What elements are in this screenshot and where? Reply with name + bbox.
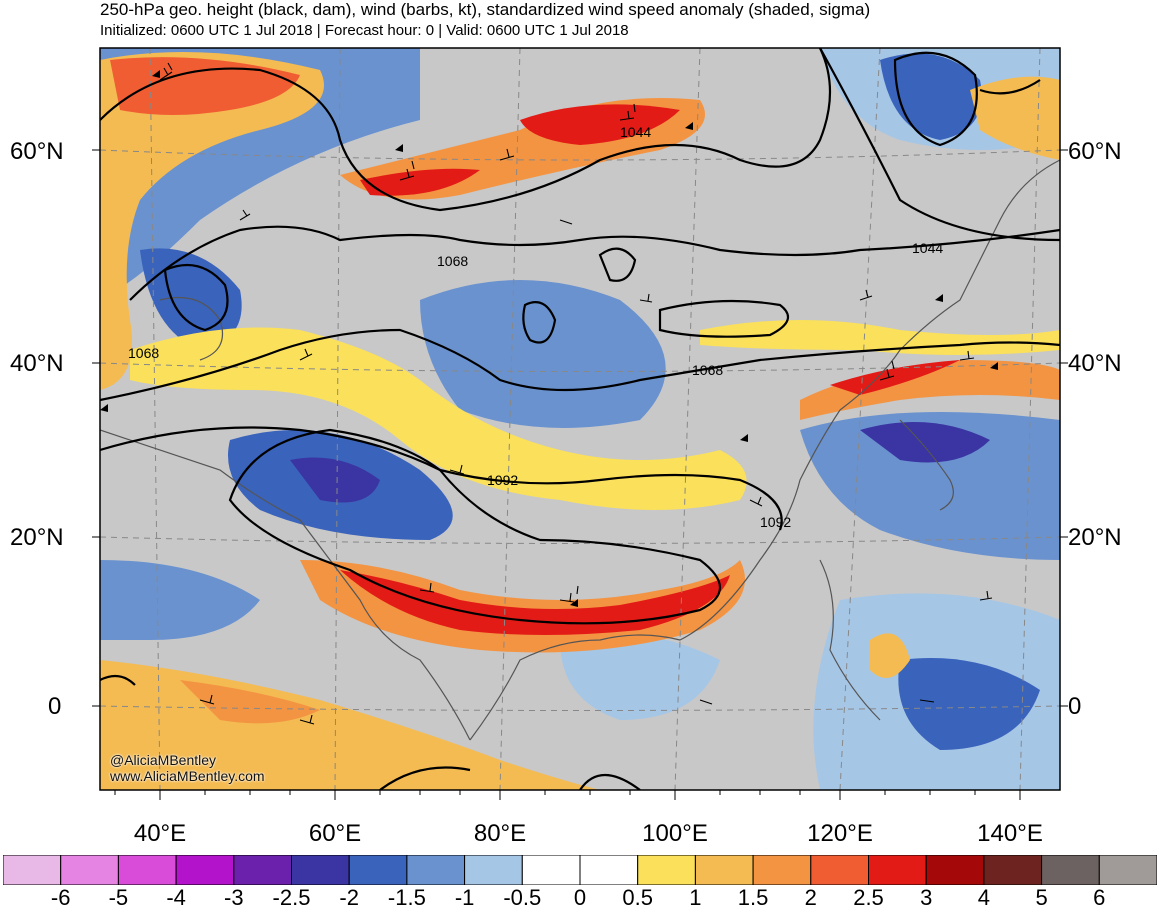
colorbar-label: 6	[1093, 885, 1106, 910]
contour-label: 1068	[692, 362, 724, 378]
colorbar-swatch	[925, 855, 985, 885]
colorbar-label: -1	[454, 885, 475, 910]
colorbar	[3, 855, 1157, 885]
colorbar-label: -2	[339, 885, 359, 910]
contour-label: 1068	[437, 253, 469, 269]
colorbar-swatch	[810, 855, 869, 885]
colorbar-swatch	[348, 855, 408, 885]
lat-label-right: 60°N	[1068, 138, 1122, 165]
colorbar-swatch	[637, 855, 696, 885]
colorbar-swatch	[291, 855, 350, 885]
map-field	[100, 48, 1060, 790]
lat-label-right: 20°N	[1068, 524, 1122, 551]
colorbar-label: -4	[166, 885, 186, 910]
colorbar-swatch	[60, 855, 119, 885]
height-contours	[100, 48, 1060, 790]
colorbar-swatch	[694, 855, 754, 885]
wind-barbs	[159, 62, 993, 725]
lon-label: 140°E	[977, 820, 1043, 847]
colorbar-swatch	[1041, 855, 1100, 885]
colorbar-swatch	[117, 855, 177, 885]
colorbar-label: 4	[977, 885, 991, 910]
lat-label-left: 20°N	[10, 524, 64, 551]
colorbar-label: 0	[573, 885, 587, 910]
colorbar-label: 5	[1035, 885, 1048, 910]
colorbar-swatch	[1098, 855, 1157, 885]
credit-handle: @AliciaMBentley	[110, 752, 217, 768]
lon-label: 120°E	[807, 820, 873, 847]
wind-pennants	[100, 70, 998, 607]
lat-label-left: 0	[48, 693, 62, 720]
colorbar-label: 2.5	[853, 885, 884, 910]
chart-title: 250-hPa geo. height (black, dam), wind (…	[100, 0, 871, 19]
contour-label: 1044	[912, 240, 944, 256]
contour-label: 1092	[487, 472, 519, 488]
colorbar-swatch	[983, 855, 1043, 885]
chart-subtitle: Initialized: 0600 UTC 1 Jul 2018 | Forec…	[100, 22, 629, 39]
lat-label-left: 60°N	[10, 138, 64, 165]
colorbar-label: -5	[108, 885, 129, 910]
colorbar-label: 1	[689, 885, 702, 910]
graticule	[100, 48, 1060, 790]
contour-label: 1068	[128, 345, 160, 361]
colorbar-swatch	[175, 855, 235, 885]
colorbar-label: -6	[50, 885, 71, 910]
lon-label: 60°E	[308, 820, 362, 847]
lat-label-left: 40°N	[10, 350, 64, 377]
colorbar-swatch	[3, 855, 62, 885]
tick-marks	[92, 149, 1068, 800]
colorbar-label: -0.5	[503, 885, 542, 910]
lon-label: 100°E	[642, 820, 708, 847]
colorbar-swatch	[752, 855, 812, 885]
lat-label-right: 0	[1068, 693, 1082, 720]
colorbar-label: -2.5	[272, 885, 311, 910]
colorbar-label: 2	[804, 885, 817, 910]
colorbar-label: 0.5	[622, 885, 653, 910]
lon-label: 40°E	[133, 820, 187, 847]
colorbar-swatch	[233, 855, 293, 885]
lat-label-right: 40°N	[1068, 350, 1122, 377]
colorbar-swatch	[868, 855, 927, 885]
colorbar-label: 3	[920, 885, 933, 910]
contour-label: 1044	[620, 124, 652, 140]
colorbar-label: -3	[224, 885, 244, 910]
colorbar-swatch	[464, 855, 523, 885]
colorbar-label: -1.5	[387, 885, 426, 910]
contour-label: 1092	[760, 514, 792, 530]
lon-label: 80°E	[473, 820, 527, 847]
colorbar-swatch	[406, 855, 466, 885]
colorbar-swatch	[521, 855, 581, 885]
colorbar-swatch	[579, 855, 639, 885]
credit-url: www.AliciaMBentley.com	[110, 768, 265, 784]
map-frame	[99, 47, 1061, 791]
colorbar-label: 1.5	[737, 885, 769, 910]
